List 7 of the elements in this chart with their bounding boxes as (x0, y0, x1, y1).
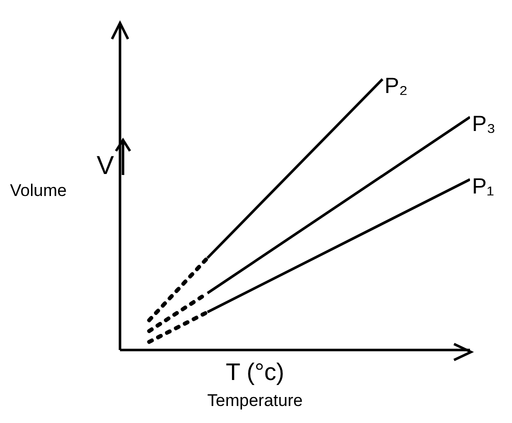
text: Temperature (207, 391, 303, 410)
x-axis-title: T (°c) (226, 359, 284, 386)
series-label: P₃ (472, 111, 496, 136)
series-label: P₁ (472, 173, 494, 198)
text: Volume (10, 181, 67, 200)
series-label: P₂ (384, 73, 408, 98)
y-axis-title: V (96, 150, 115, 180)
